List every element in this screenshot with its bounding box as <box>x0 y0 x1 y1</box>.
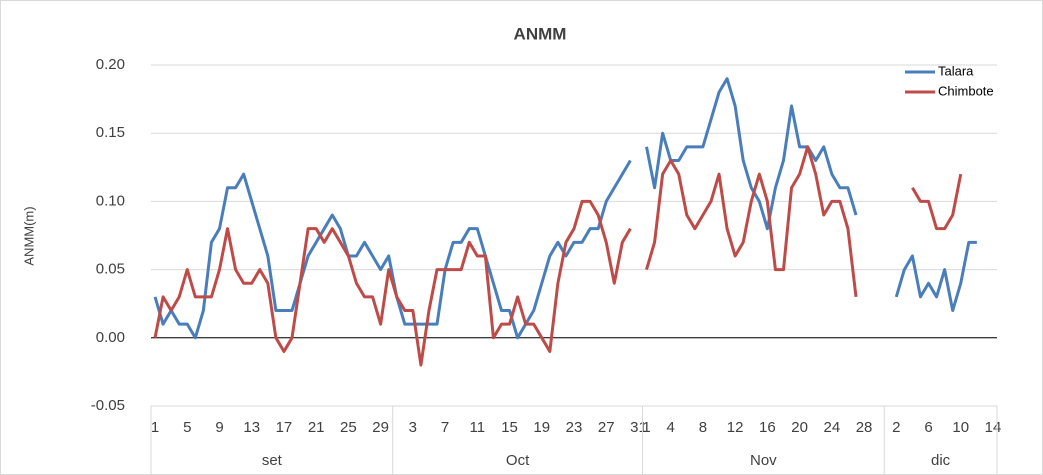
y-tick-label: 0.20 <box>96 56 125 73</box>
x-tick-label: 9 <box>215 419 223 436</box>
x-tick-label: 27 <box>598 419 615 436</box>
legend-label: Talara <box>938 63 974 78</box>
y-tick-label: 0.05 <box>96 261 125 278</box>
series-line <box>153 145 963 367</box>
x-tick-label: 2 <box>892 419 900 436</box>
x-tick-label: 12 <box>727 419 744 436</box>
x-group-label: Nov <box>750 452 777 469</box>
x-tick-label: 15 <box>501 419 518 436</box>
x-tick-label: 4 <box>667 419 675 436</box>
x-tick-label: 5 <box>183 419 191 436</box>
x-tick-label: 17 <box>276 419 293 436</box>
x-group-label: dic <box>931 452 951 469</box>
x-tick-label: 16 <box>759 419 776 436</box>
x-tick-label: 24 <box>823 419 840 436</box>
x-tick-label: 13 <box>243 419 260 436</box>
x-tick-label: 8 <box>699 419 707 436</box>
y-axis-label: ANMM(m) <box>21 206 36 265</box>
x-tick-label: 23 <box>566 419 583 436</box>
y-tick-label: 0.10 <box>96 192 125 209</box>
x-tick-label: 6 <box>924 419 932 436</box>
y-tick-label: 0.00 <box>96 329 125 346</box>
x-tick-label: 10 <box>952 419 969 436</box>
x-tick-label: 11 <box>470 419 486 436</box>
x-tick-label: 3 <box>409 419 417 436</box>
chart-title: ANMM <box>514 24 567 43</box>
x-tick-label: 25 <box>340 419 357 436</box>
x-tick-label: 1 <box>642 419 650 436</box>
legend-label: Chimbote <box>938 83 994 98</box>
x-tick-label: 28 <box>856 419 873 436</box>
x-tick-label: 19 <box>533 419 550 436</box>
y-tick-label: 0.15 <box>96 124 125 141</box>
x-group-label: set <box>262 452 283 469</box>
x-tick-label: 14 <box>985 419 1002 436</box>
x-tick-label: 1 <box>151 419 159 436</box>
x-tick-label: 29 <box>372 419 389 436</box>
series-line <box>153 77 977 340</box>
x-group-label: Oct <box>506 452 530 469</box>
x-tick-label: 21 <box>308 419 325 436</box>
x-tick-label: 20 <box>791 419 808 436</box>
x-tick-label: 7 <box>441 419 449 436</box>
y-tick-label: -0.05 <box>91 397 125 414</box>
